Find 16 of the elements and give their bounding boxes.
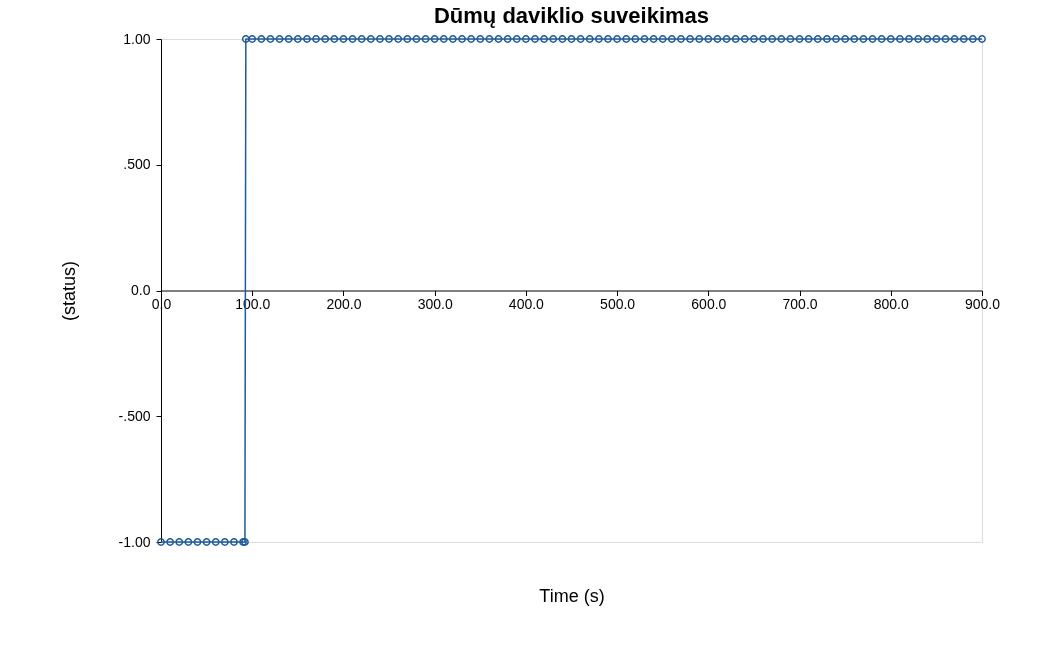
y-axis-title: (status) [58, 260, 79, 322]
y-tick-label: 1.00 [123, 30, 151, 47]
y-tick-label: -.500 [118, 407, 151, 424]
x-tick-label: 200.0 [326, 296, 362, 312]
x-tick-label: 300.0 [417, 296, 453, 312]
x-tick-label: 600.0 [691, 296, 727, 312]
x-tick-label: 500.0 [600, 296, 636, 312]
x-tick-label: 900.0 [964, 296, 1001, 312]
x-tick-label: 400.0 [508, 296, 545, 312]
y-tick-label: 0.0 [131, 282, 151, 298]
chart-title: Dūmų daviklio suveikimas [433, 3, 710, 28]
x-tick-label: 700.0 [782, 296, 818, 312]
x-axis-title: Time (s) [539, 585, 605, 606]
y-tick-label: -1.00 [118, 533, 151, 550]
y-tick-label: .500 [123, 156, 151, 173]
x-tick-label: 800.0 [873, 296, 909, 312]
